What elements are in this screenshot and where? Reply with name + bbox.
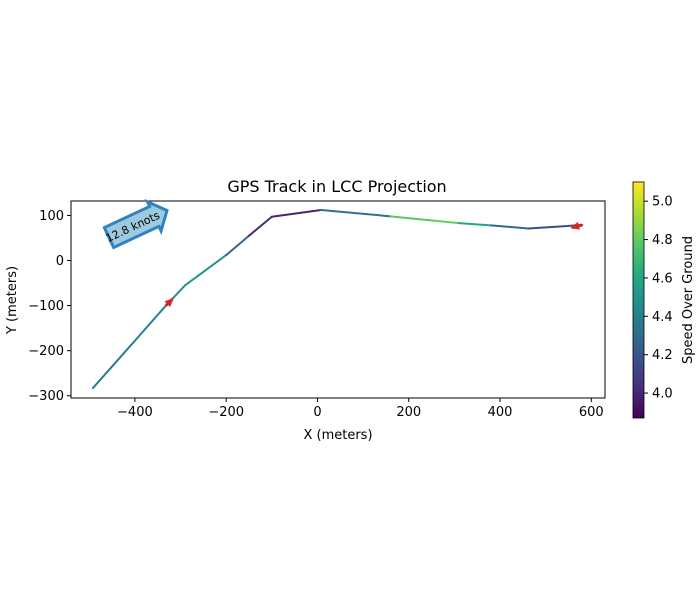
colorbar-tick-label: 5.0: [652, 195, 673, 210]
x-tick-label: 200: [396, 405, 421, 420]
colorbar-tick-label: 4.8: [652, 233, 673, 248]
axes-frame: [70, 200, 606, 399]
y-tick-label: −200: [28, 344, 64, 359]
colorbar-tick-label: 4.6: [652, 271, 673, 286]
y-tick-label: −100: [28, 299, 64, 314]
chart-title: GPS Track in LCC Projection: [227, 177, 446, 196]
track-segment: [320, 209, 392, 218]
y-axis-label: Y (meters): [5, 266, 20, 335]
y-tick-label: −300: [28, 389, 64, 404]
speed-annotation: 12.8 knots: [102, 198, 169, 250]
x-tick-label: −400: [117, 405, 153, 420]
direction-arrow: [570, 221, 583, 230]
track-segment: [489, 224, 530, 230]
colorbar-tick-label: 4.4: [652, 310, 673, 325]
x-tick-label: 600: [579, 405, 604, 420]
track-segment: [457, 222, 492, 227]
track-segment: [270, 209, 323, 218]
track-segment: [225, 234, 250, 257]
annotation-arrow-box: [102, 198, 169, 250]
track-segment: [389, 215, 438, 222]
track-segment: [527, 225, 565, 230]
track-segment: [184, 254, 228, 287]
colorbar-tick-label: 4.0: [652, 387, 673, 402]
y-tick-label: 100: [39, 209, 64, 224]
x-axis-label: X (meters): [303, 428, 372, 443]
colorbar: [632, 181, 645, 419]
colorbar-tick-label: 4.2: [652, 348, 673, 363]
y-axis: −300 −200 −100 0 100: [28, 209, 71, 404]
colorbar-ticks: 4.0 4.2 4.4 4.6 4.8 5.0: [644, 195, 673, 402]
track-segment: [435, 219, 460, 225]
x-tick-label: −200: [208, 405, 244, 420]
x-tick-label: 400: [488, 405, 513, 420]
track-segment: [133, 304, 167, 342]
colorbar-label: Speed Over Ground: [681, 236, 696, 364]
track-segment: [91, 339, 136, 390]
plot-area: [91, 209, 584, 390]
track-segment: [248, 215, 273, 237]
y-tick-label: 0: [56, 254, 64, 269]
x-tick-label: 0: [313, 405, 321, 420]
x-axis: −400 −200 0 200 400 600: [117, 398, 604, 420]
direction-arrow: [164, 297, 174, 308]
